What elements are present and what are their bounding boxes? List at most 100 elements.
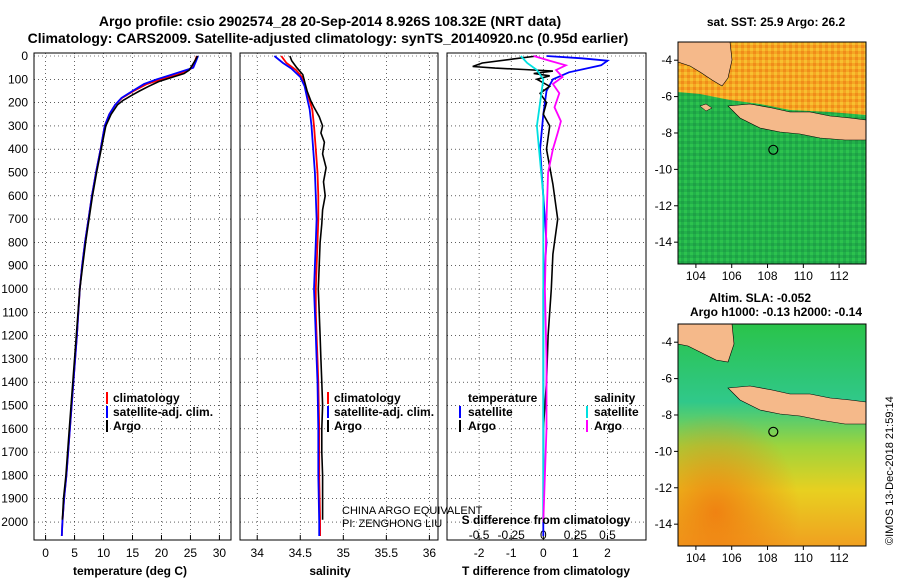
- sst-map-title: sat. SST: 25.9 Argo: 26.2: [707, 15, 846, 29]
- depth-tick-label: 600: [8, 189, 28, 203]
- depth-tick-label: 1500: [1, 399, 28, 413]
- sla-map: [677, 323, 867, 547]
- map-lat-label: -10: [655, 444, 673, 458]
- depth-tick-label: 2000: [1, 515, 28, 529]
- map-lon-label: 106: [722, 551, 742, 565]
- x-tick-label: 34: [251, 546, 265, 560]
- depth-tick-label: 0: [21, 49, 28, 63]
- depth-tick-label: 900: [8, 259, 28, 273]
- temperature-axis-label: temperature (deg C): [73, 564, 187, 578]
- map-lat-label: -8: [661, 126, 672, 140]
- s-diff-tick-label: 0.5: [599, 528, 616, 542]
- s-diff-tick-label: -0.25: [498, 528, 526, 542]
- salinity-argo-line: [289, 55, 327, 520]
- sla-map-title1: Altim. SLA: -0.052: [709, 291, 811, 305]
- x-tick-label: 35.5: [375, 546, 399, 560]
- map-lat-label: -4: [661, 53, 672, 67]
- map-axis-ticks: -4 -6 -8 -10 -12 -14 104 106 108 110 112 -4 -6 -8 -10 -…: [655, 53, 849, 565]
- map-lon-label: 106: [722, 269, 742, 283]
- salinity-satellite-adj-clim--line: [273, 55, 321, 536]
- legend-argo-label: Argo: [113, 419, 141, 433]
- copyright-stamp: ©IMOS 13-Dec-2018 21:59:14: [884, 396, 896, 545]
- x-tick-label: 2: [604, 546, 611, 560]
- map-lon-label: 104: [686, 551, 706, 565]
- depth-axis-labels: 0 100 200 300 400 500 600 700 800 900 1000 1100 1200…: [1, 49, 28, 529]
- legend-salinity-heading: salinity: [594, 391, 636, 405]
- map-lat-label: -6: [661, 90, 672, 104]
- x-tick-label: 15: [126, 546, 140, 560]
- x-tick-label: 20: [155, 546, 169, 560]
- x-tick-label: 1: [572, 546, 579, 560]
- depth-tick-label: 1100: [2, 305, 28, 319]
- temperature-argo-line: [61, 55, 199, 520]
- temperature-legend: climatology satellite-adj. clim. Argo: [106, 391, 213, 433]
- difference-plot-frame: [446, 52, 647, 541]
- x-tick-label: 35: [337, 546, 351, 560]
- legend-argo-label: Argo: [334, 419, 362, 433]
- x-tick-label: -1: [506, 546, 517, 560]
- s-difference-axis-label: S difference from climatology: [462, 513, 631, 527]
- x-tick-label: 36: [423, 546, 437, 560]
- sst-land-sumatra: [677, 41, 733, 87]
- depth-tick-label: 1000: [1, 282, 28, 296]
- sla-float-marker: [768, 426, 779, 437]
- legend-satellite-label: satellite-adj. clim.: [113, 405, 213, 419]
- legend-sal-argo-label: Argo: [594, 419, 622, 433]
- sst-map: [677, 41, 867, 265]
- map-lat-label: -8: [661, 408, 672, 422]
- x-tick-label: -2: [474, 546, 485, 560]
- t-difference-axis-label: T difference from climatology: [462, 564, 630, 578]
- dotted-gridlines: [34, 53, 646, 540]
- depth-tick-label: 500: [8, 166, 28, 180]
- map-lon-label: 112: [830, 269, 849, 283]
- depth-tick-label: 1800: [1, 468, 28, 482]
- x-tick-label: 0: [540, 546, 547, 560]
- sla-high-anomaly: [678, 324, 866, 546]
- sla-map-title2: Argo h1000: -0.13 h2000: -0.14: [690, 305, 862, 319]
- difference-legend: temperature satellite Argo salinity sate…: [459, 391, 639, 433]
- x-tick-label: 34.5: [289, 546, 313, 560]
- map-lon-label: 112: [830, 551, 849, 565]
- figure-title-line1: Argo profile: csio 2902574_28 20-Sep-201…: [99, 13, 561, 29]
- sst-map-frame: [677, 41, 867, 265]
- map-lat-label: -12: [655, 481, 673, 495]
- map-lat-label: -12: [655, 199, 673, 213]
- credit-line1: CHINA ARGO EQUIVALENT: [342, 505, 483, 517]
- temperature-plot-frame: [33, 52, 232, 541]
- x-tick-label: 0: [42, 546, 49, 560]
- map-lon-label: 104: [686, 269, 706, 283]
- map-lon-label: 108: [758, 269, 778, 283]
- salinity-plot-frame: [239, 52, 439, 541]
- salinity-axis-label: salinity: [309, 564, 351, 578]
- map-lat-label: -6: [661, 372, 672, 386]
- map-lat-label: -4: [661, 335, 672, 349]
- legend-temperature-heading: temperature: [468, 391, 538, 405]
- map-lon-label: 108: [758, 551, 778, 565]
- legend-sal-satellite-label: satellite: [594, 405, 639, 419]
- legend-temp-argo-label: Argo: [468, 419, 496, 433]
- credit-line2: PI: ZENGHONG LIU: [342, 518, 442, 530]
- x-tick-label: 25: [184, 546, 198, 560]
- salinity-legend: climatology satellite-adj. clim. Argo: [327, 391, 434, 433]
- depth-tick-label: 300: [8, 119, 28, 133]
- depth-tick-label: 200: [8, 96, 28, 110]
- x-axis-tick-labels: 0 5 10 15 20 25 30 34 34.5 35 35.5 36 -2 -1 0 1 2 -0.5 -0.…: [42, 528, 616, 560]
- differences-salinity-argo-line: [533, 55, 569, 523]
- depth-tick-label: 1400: [1, 375, 28, 389]
- map-lat-label: -10: [655, 162, 673, 176]
- depth-tick-label: 1200: [1, 329, 28, 343]
- sst-land-islet: [699, 103, 713, 112]
- s-diff-tick-label: -0.5: [469, 528, 490, 542]
- figure-title-line2: Climatology: CARS2009. Satellite-adjuste…: [28, 30, 629, 46]
- depth-tick-label: 1900: [1, 492, 28, 506]
- depth-tick-label: 1300: [1, 352, 28, 366]
- sla-map-frame: [677, 323, 867, 547]
- depth-tick-label: 1600: [1, 422, 28, 436]
- sst-float-marker: [768, 144, 779, 155]
- x-tick-label: 5: [71, 546, 78, 560]
- legend-climatology-label: climatology: [113, 391, 180, 405]
- legend-climatology-label: climatology: [334, 391, 401, 405]
- map-lat-label: -14: [655, 235, 673, 249]
- depth-tick-label: 1700: [1, 445, 28, 459]
